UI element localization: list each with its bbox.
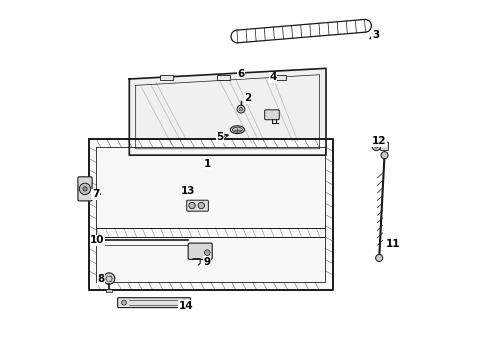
Bar <box>106 289 112 292</box>
Text: 2: 2 <box>244 94 251 103</box>
Circle shape <box>239 107 242 111</box>
Ellipse shape <box>232 127 242 132</box>
Text: 4: 4 <box>268 72 276 82</box>
Bar <box>273 75 286 80</box>
FancyBboxPatch shape <box>188 243 212 260</box>
Circle shape <box>237 105 244 113</box>
Text: 7: 7 <box>92 189 99 199</box>
Text: 11: 11 <box>386 239 400 249</box>
Text: 6: 6 <box>237 69 244 79</box>
Circle shape <box>79 183 90 194</box>
FancyBboxPatch shape <box>118 298 190 307</box>
Text: 3: 3 <box>371 30 379 40</box>
Circle shape <box>204 250 210 256</box>
FancyBboxPatch shape <box>380 142 387 150</box>
Bar <box>101 239 103 245</box>
Polygon shape <box>129 68 325 155</box>
FancyBboxPatch shape <box>186 200 208 211</box>
Circle shape <box>82 187 87 191</box>
Text: 12: 12 <box>371 136 386 146</box>
Text: 5: 5 <box>216 132 223 143</box>
FancyBboxPatch shape <box>264 110 279 120</box>
Circle shape <box>121 300 126 305</box>
Text: 8: 8 <box>97 274 104 284</box>
Circle shape <box>198 202 204 209</box>
Polygon shape <box>88 139 332 290</box>
Circle shape <box>371 142 380 150</box>
Text: 10: 10 <box>90 235 104 245</box>
Circle shape <box>188 202 195 209</box>
Ellipse shape <box>230 126 244 134</box>
Bar <box>160 75 173 80</box>
Text: 14: 14 <box>178 301 193 311</box>
Bar <box>216 75 229 80</box>
Circle shape <box>375 255 382 261</box>
Text: 13: 13 <box>180 186 195 195</box>
Circle shape <box>103 273 115 284</box>
FancyBboxPatch shape <box>78 177 92 201</box>
Text: 9: 9 <box>203 257 210 266</box>
Circle shape <box>374 145 377 148</box>
Circle shape <box>182 300 186 305</box>
Text: 1: 1 <box>203 159 210 169</box>
Circle shape <box>380 152 387 159</box>
